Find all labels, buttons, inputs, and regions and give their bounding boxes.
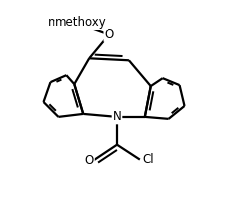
Text: O: O bbox=[104, 28, 114, 41]
Text: methoxy: methoxy bbox=[48, 16, 99, 29]
Text: methoxy: methoxy bbox=[77, 24, 84, 25]
Text: O: O bbox=[84, 154, 94, 167]
Text: methoxy: methoxy bbox=[78, 24, 84, 25]
Text: N: N bbox=[113, 110, 121, 123]
Text: Cl: Cl bbox=[142, 153, 154, 166]
Text: methoxy: methoxy bbox=[55, 16, 107, 29]
